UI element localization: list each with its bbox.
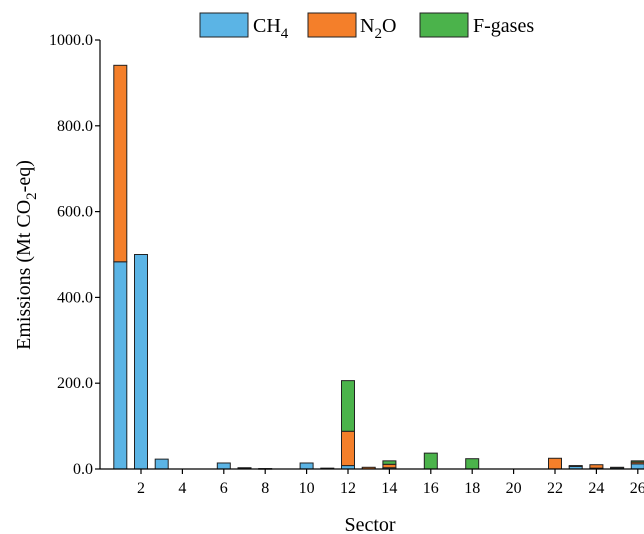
- x-tick-label: 20: [506, 480, 522, 497]
- legend-swatch-series-1: [307, 12, 357, 38]
- bar-segment-sector-18-series-2: [465, 458, 480, 470]
- legend-swatch-series-0: [199, 12, 249, 38]
- legend-label-series-0: CH4: [253, 15, 289, 42]
- x-tick-label: 6: [220, 480, 228, 497]
- bar-segment-sector-22-series-1: [548, 457, 562, 470]
- legend-label-subscript: 4: [281, 26, 289, 42]
- y-tick-label: 600.0: [57, 204, 93, 221]
- x-tick-label: 10: [299, 480, 315, 497]
- y-axis-title-part: Emissions (Mt CO: [13, 200, 35, 350]
- legend-label-text: O: [382, 15, 396, 37]
- legend-label-series-1: N2O: [360, 15, 396, 42]
- legend-label-subscript: 2: [374, 26, 382, 42]
- bar-segment-sector-24-series-1: [589, 464, 604, 469]
- x-tick-label: 22: [547, 480, 563, 497]
- bar-segment-sector-1-series-1: [113, 64, 128, 263]
- y-tick-label: 400.0: [57, 289, 93, 306]
- bar-segment-sector-25-series-1: [610, 466, 625, 469]
- legend: CH4 N2O F-gases: [199, 12, 534, 42]
- x-tick-label: 16: [423, 480, 439, 497]
- bar-segment-sector-14-series-2: [382, 460, 397, 465]
- y-tick-label: 200.0: [57, 375, 93, 392]
- y-axis-title: Emissions (Mt CO2-eq): [13, 160, 40, 350]
- legend-swatch-series-2: [419, 12, 469, 38]
- legend-label-text: CH: [253, 15, 281, 37]
- x-axis-title: Sector: [344, 514, 395, 534]
- bar-segment-sector-26-series-2: [630, 460, 644, 463]
- bar-segment-sector-10-series-0: [299, 462, 314, 470]
- bar-segment-sector-6-series-0: [216, 462, 231, 470]
- bar-segment-sector-23-series-1: [568, 465, 583, 467]
- bar-segment-sector-12-series-2: [341, 380, 355, 432]
- x-tick-label: 18: [464, 480, 480, 497]
- bar-segment-sector-3-series-0: [154, 458, 169, 470]
- x-tick-label: 8: [261, 480, 269, 497]
- x-tick-label: 12: [340, 480, 356, 497]
- legend-label-series-2: F-gases: [473, 15, 534, 37]
- bar-segment-sector-7-series-1: [237, 467, 252, 469]
- x-tick-label: 26: [630, 480, 644, 497]
- y-axis-title-subscript: 2: [24, 192, 40, 200]
- bar-segment-sector-12-series-1: [341, 430, 355, 467]
- bar-segment-sector-14-series-1: [382, 463, 397, 469]
- x-tick-label: 14: [381, 480, 397, 497]
- x-tick-label: 24: [588, 480, 604, 497]
- bars-layer: [113, 64, 644, 470]
- y-tick-label: 1000.0: [49, 32, 93, 49]
- x-tick-label: 4: [178, 480, 186, 497]
- bar-segment-sector-16-series-2: [423, 452, 438, 470]
- legend-label-text: N: [360, 15, 374, 37]
- bar-segment-sector-26-series-0: [630, 463, 644, 470]
- bar-segment-sector-1-series-0: [113, 261, 128, 470]
- legend-label-text: F-gases: [473, 15, 534, 37]
- y-axis-title-part: -eq): [13, 160, 35, 192]
- bar-segment-sector-2-series-0: [134, 254, 148, 470]
- x-axis: 2 4 6 8 10 12 14 16 18 20 22 24 26: [100, 468, 644, 497]
- y-tick-label: 800.0: [57, 118, 93, 135]
- y-axis: 0.0 200.0 400.0 600.0 800.0 1000.0: [49, 32, 101, 478]
- y-tick-label: 0.0: [73, 461, 93, 478]
- x-tick-label: 2: [137, 480, 145, 497]
